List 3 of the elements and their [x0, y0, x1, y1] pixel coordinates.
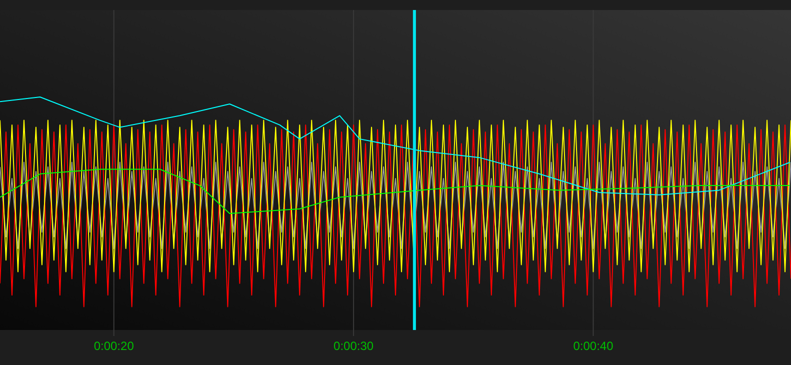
x-tick-label: 0:00:30: [334, 339, 374, 353]
x-tick-label: 0:00:20: [94, 339, 134, 353]
x-tick-label: 0:00:40: [573, 339, 614, 353]
